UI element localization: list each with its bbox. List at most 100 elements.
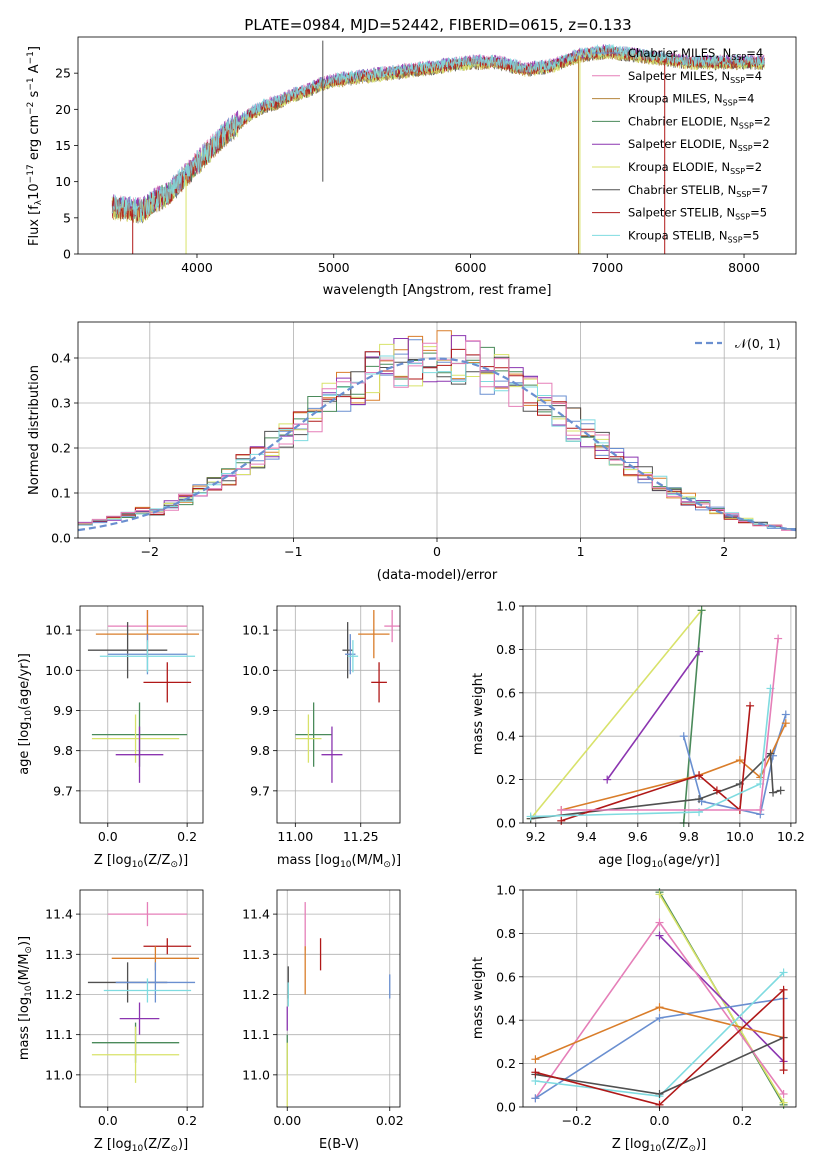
y-tick-label: 11.3 <box>45 947 73 962</box>
x-tick-label: 0.2 <box>177 829 197 844</box>
y-tick-label: 10 <box>55 174 71 189</box>
x-axis-label: Z [log10(Z/Z⊙)] <box>94 1137 188 1154</box>
legend-label: 𝒩(0, 1) <box>735 336 781 351</box>
legend-label: Kroupa MILES, NSSP=4 <box>628 92 754 108</box>
x-axis-label: wavelength [Angstrom, rest frame] <box>323 283 552 298</box>
axes-frame <box>522 605 797 824</box>
x-tick-label: 10.2 <box>777 829 805 844</box>
x-tick-label: 9.6 <box>628 829 648 844</box>
x-tick-label: 0.0 <box>98 829 118 844</box>
legend-label: Chabrier STELIB, NSSP=7 <box>628 183 768 199</box>
y-tick-label: 0.1 <box>51 486 71 501</box>
panel-z-weight: −0.2 0.0 0.2 0.0 0.2 0.4 0.6 0.8 1.0 Z [log10(Z/Z… <box>471 883 797 1154</box>
panel-age-weight: 9.2 9.4 9.6 9.8 10.0 10.2 0.0 0.2 0.4 0.6 0.8 1.0 ag… <box>471 599 805 871</box>
y-tick-label: 9.8 <box>53 743 73 758</box>
y-tick-label: 1.0 <box>496 599 516 614</box>
y-tick-label: 11.3 <box>242 947 270 962</box>
x-axis-label: mass [log10(M/M⊙)] <box>277 853 401 870</box>
x-axis-label: (data-model)/error <box>377 568 498 583</box>
axes-frame <box>276 605 401 824</box>
x-tick-label: 10.0 <box>726 829 754 844</box>
x-axis-label: E(B-V) <box>319 1137 359 1152</box>
x-tick-label: 2 <box>720 544 728 559</box>
x-tick-label: 11.00 <box>277 829 313 844</box>
figure-title: PLATE=0984, MJD=52442, FIBERID=0615, z=0… <box>244 16 631 34</box>
x-tick-label: 0.0 <box>650 1113 670 1128</box>
panel-spectrum: 4000 5000 6000 7000 8000 0 5 10 15 20 25 wavelength… <box>26 36 797 298</box>
y-tick-label: 0 <box>63 247 71 262</box>
panel-z-age: 0.0 0.2 9.7 9.8 9.9 10.0 10.1 Z [log10(Z/Z⊙)] ag… <box>17 605 204 870</box>
y-tick-label: 9.9 <box>250 703 270 718</box>
y-tick-label: 11.4 <box>242 907 270 922</box>
y-axis-label: age [log10(age/yr)] <box>17 653 34 775</box>
x-tick-label: 4000 <box>181 260 213 275</box>
y-tick-label: 0.0 <box>51 531 71 546</box>
y-tick-label: 11.2 <box>45 987 73 1002</box>
spectrum-line <box>111 47 765 223</box>
axes-frame <box>79 889 204 1108</box>
x-tick-label: −2 <box>141 544 159 559</box>
weight-line <box>530 688 772 818</box>
y-tick-label: 10.0 <box>242 663 270 678</box>
weight-line <box>658 935 785 1062</box>
x-tick-label: 11.25 <box>343 829 379 844</box>
y-tick-label: 0.3 <box>51 396 71 411</box>
x-tick-label: 0.2 <box>177 1113 197 1128</box>
legend-label: Kroupa ELODIE, NSSP=2 <box>628 160 762 176</box>
y-tick-label: 25 <box>55 66 71 81</box>
legend-label: Kroupa STELIB, NSSP=5 <box>628 228 759 244</box>
x-tick-label: 0.02 <box>376 1113 404 1128</box>
x-tick-label: −1 <box>284 544 302 559</box>
y-tick-label: 9.9 <box>53 703 73 718</box>
y-axis-label: mass weight <box>471 673 486 755</box>
y-tick-label: 11.0 <box>242 1067 270 1082</box>
panel-mass-age: 11.00 11.25 9.7 9.8 9.9 10.0 10.1 mass [log10(M… <box>242 605 401 870</box>
y-tick-label: 0.6 <box>496 685 516 700</box>
legend-label: Salpeter ELODIE, NSSP=2 <box>628 137 770 153</box>
x-tick-label: 5000 <box>318 260 350 275</box>
spectrum-line <box>111 43 765 220</box>
axes-frame <box>276 889 401 1108</box>
panel-residuals: −2 −1 0 1 2 0.0 0.1 0.2 0.3 0.4 (data-model)/error… <box>27 321 797 583</box>
x-tick-label: 9.2 <box>526 829 546 844</box>
y-tick-label: 11.4 <box>45 907 73 922</box>
x-tick-label: −0.2 <box>562 1113 592 1128</box>
y-tick-label: 0.4 <box>496 1013 516 1028</box>
panel-z-mass: 0.0 0.2 11.0 11.1 11.2 11.3 11.4 Z [log10(Z/Z⊙)… <box>17 889 204 1154</box>
x-tick-label: 9.8 <box>679 829 699 844</box>
legend-label: Chabrier ELODIE, NSSP=2 <box>628 114 771 130</box>
x-tick-label: 0.2 <box>732 1113 752 1128</box>
x-axis-label: Z [log10(Z/Z⊙)] <box>94 853 188 870</box>
x-tick-label: 8000 <box>728 260 760 275</box>
x-axis-label: Z [log10(Z/Z⊙)] <box>612 1137 706 1154</box>
x-tick-label: 1 <box>577 544 585 559</box>
weight-line <box>682 610 703 824</box>
histogram-step <box>78 330 796 531</box>
y-tick-label: 15 <box>55 138 71 153</box>
y-tick-label: 0.4 <box>496 729 516 744</box>
weight-line <box>606 651 700 781</box>
y-tick-label: 10.0 <box>45 663 73 678</box>
x-axis-label: age [log10(age/yr)] <box>598 853 720 870</box>
normal-curve <box>77 357 797 532</box>
y-tick-label: 0.0 <box>496 1100 516 1115</box>
histogram-step <box>78 340 796 531</box>
y-tick-label: 9.7 <box>250 783 270 798</box>
histogram-step <box>78 355 796 530</box>
y-tick-label: 10.1 <box>45 623 73 638</box>
y-tick-label: 5 <box>63 210 71 225</box>
y-tick-label: 0.8 <box>496 926 516 941</box>
x-tick-label: 0.00 <box>273 1113 301 1128</box>
y-tick-label: 0.4 <box>51 351 71 366</box>
legend-label: Chabrier MILES, NSSP=4 <box>628 46 763 62</box>
legend-label: Salpeter MILES, NSSP=4 <box>628 69 762 85</box>
y-tick-label: 9.8 <box>250 743 270 758</box>
y-tick-label: 20 <box>55 102 71 117</box>
y-tick-label: 1.0 <box>496 883 516 898</box>
y-tick-label: 11.1 <box>242 1027 270 1042</box>
axes-frame <box>79 605 204 824</box>
y-tick-label: 11.0 <box>45 1067 73 1082</box>
x-tick-label: 6000 <box>455 260 487 275</box>
y-axis-label: Normed distribution <box>27 365 42 495</box>
